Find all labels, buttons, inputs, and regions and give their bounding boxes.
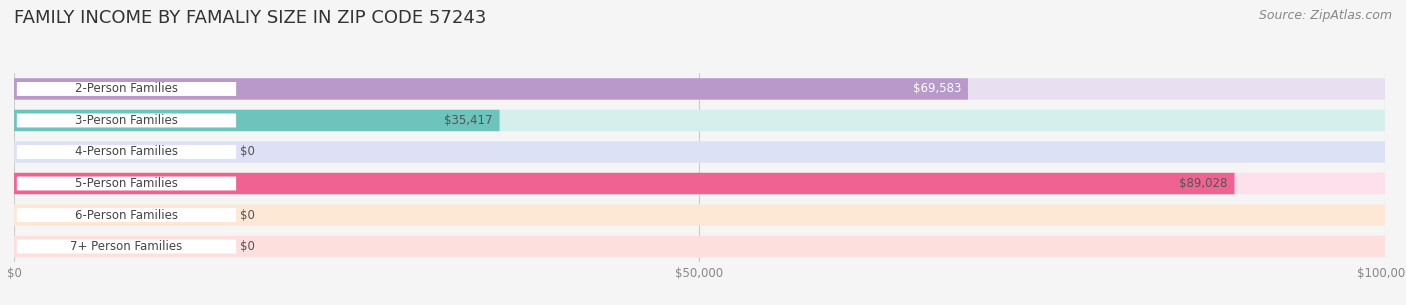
- FancyBboxPatch shape: [17, 177, 236, 191]
- FancyBboxPatch shape: [14, 110, 499, 131]
- FancyBboxPatch shape: [17, 145, 236, 159]
- Text: $69,583: $69,583: [912, 82, 962, 95]
- FancyBboxPatch shape: [17, 239, 236, 253]
- Text: $0: $0: [240, 240, 254, 253]
- Text: 7+ Person Families: 7+ Person Families: [70, 240, 183, 253]
- Text: 4-Person Families: 4-Person Families: [75, 145, 179, 159]
- Text: $35,417: $35,417: [444, 114, 492, 127]
- FancyBboxPatch shape: [14, 236, 1385, 257]
- FancyBboxPatch shape: [17, 113, 236, 127]
- FancyBboxPatch shape: [17, 208, 236, 222]
- Text: 2-Person Families: 2-Person Families: [75, 82, 179, 95]
- Text: $0: $0: [240, 209, 254, 221]
- FancyBboxPatch shape: [14, 78, 967, 100]
- FancyBboxPatch shape: [17, 82, 236, 96]
- Text: $0: $0: [240, 145, 254, 159]
- Text: 6-Person Families: 6-Person Families: [75, 209, 179, 221]
- FancyBboxPatch shape: [14, 78, 1385, 100]
- FancyBboxPatch shape: [14, 141, 1385, 163]
- Text: 5-Person Families: 5-Person Families: [75, 177, 179, 190]
- Text: FAMILY INCOME BY FAMALIY SIZE IN ZIP CODE 57243: FAMILY INCOME BY FAMALIY SIZE IN ZIP COD…: [14, 9, 486, 27]
- Text: Source: ZipAtlas.com: Source: ZipAtlas.com: [1258, 9, 1392, 22]
- Text: 3-Person Families: 3-Person Families: [75, 114, 179, 127]
- FancyBboxPatch shape: [14, 173, 1385, 194]
- FancyBboxPatch shape: [14, 173, 1234, 194]
- Text: $89,028: $89,028: [1180, 177, 1227, 190]
- FancyBboxPatch shape: [14, 110, 1385, 131]
- FancyBboxPatch shape: [14, 204, 1385, 226]
